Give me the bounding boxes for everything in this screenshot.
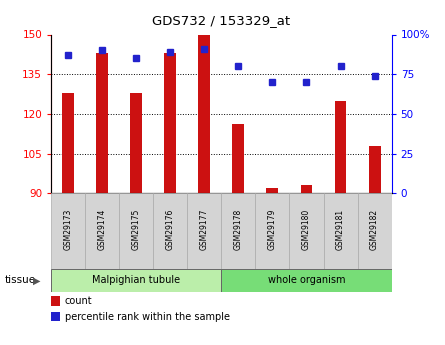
Bar — [153, 193, 187, 269]
Text: GSM29180: GSM29180 — [302, 209, 311, 250]
Bar — [300, 185, 312, 193]
Bar — [51, 296, 60, 306]
Bar — [51, 193, 85, 269]
Bar — [96, 53, 108, 193]
Text: GSM29181: GSM29181 — [336, 209, 345, 250]
Text: ▶: ▶ — [32, 275, 40, 285]
Text: GDS732 / 153329_at: GDS732 / 153329_at — [152, 14, 291, 27]
Text: GSM29178: GSM29178 — [234, 209, 243, 250]
Bar — [51, 269, 222, 292]
Bar — [85, 193, 119, 269]
Text: Malpighian tubule: Malpighian tubule — [92, 275, 180, 285]
Bar — [164, 53, 176, 193]
Bar — [324, 193, 358, 269]
Text: GSM29175: GSM29175 — [132, 209, 141, 250]
Text: count: count — [65, 296, 93, 306]
Text: GSM29174: GSM29174 — [98, 209, 107, 250]
Bar — [130, 93, 142, 193]
Bar — [255, 193, 290, 269]
Text: GSM29173: GSM29173 — [64, 209, 73, 250]
Text: tissue: tissue — [4, 275, 36, 285]
Text: GSM29176: GSM29176 — [166, 209, 175, 250]
Bar — [119, 193, 153, 269]
Bar — [232, 125, 244, 193]
Bar — [51, 312, 60, 321]
Bar — [222, 193, 255, 269]
Bar — [198, 34, 210, 193]
Bar — [368, 146, 380, 193]
Bar — [187, 193, 222, 269]
Text: GSM29179: GSM29179 — [268, 209, 277, 250]
Bar — [62, 93, 74, 193]
Text: GSM29182: GSM29182 — [370, 209, 379, 250]
Text: whole organism: whole organism — [268, 275, 345, 285]
Bar — [267, 188, 279, 193]
Bar — [335, 101, 347, 193]
Bar — [290, 193, 324, 269]
Bar — [222, 269, 392, 292]
Text: GSM29177: GSM29177 — [200, 209, 209, 250]
Bar — [358, 193, 392, 269]
Text: percentile rank within the sample: percentile rank within the sample — [65, 312, 230, 322]
